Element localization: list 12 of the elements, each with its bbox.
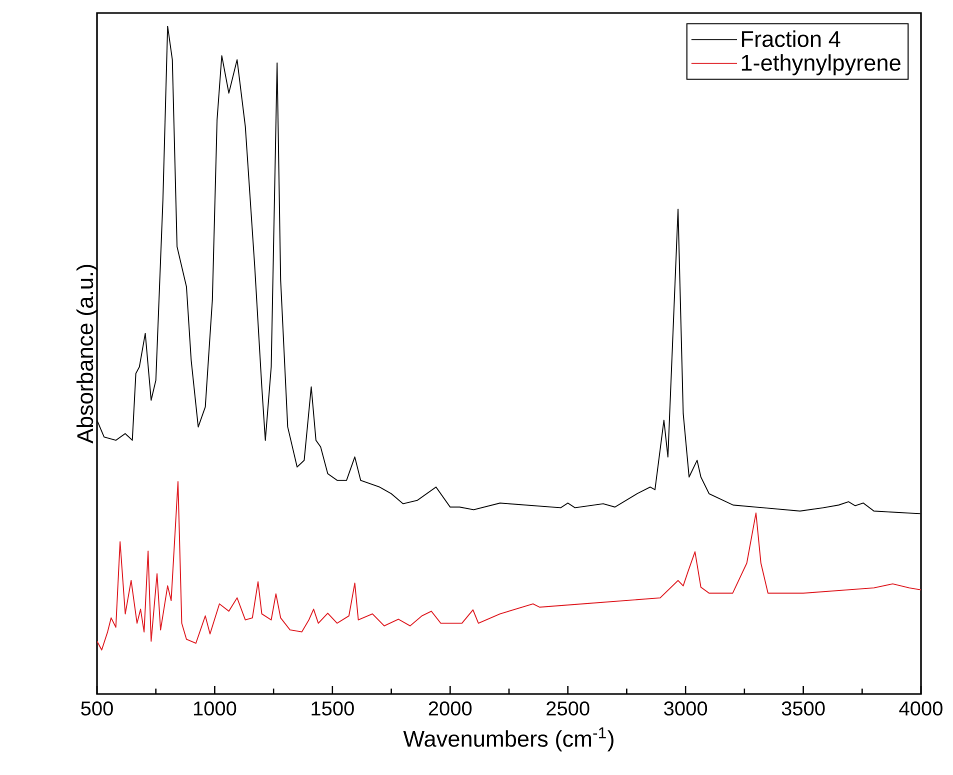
legend-label: Fraction 4	[742, 30, 840, 48]
x-tick-label: 1000	[194, 701, 236, 716]
x-tick-label: 2500	[546, 701, 590, 716]
legend-label: 1-ethynylpyrene	[742, 54, 900, 76]
y-axis-title: Absorbance (a.u.)	[76, 264, 98, 444]
x-tick-label: 3000	[664, 701, 708, 716]
x-tick-label: 3500	[782, 701, 825, 716]
x-tick-label: 2000	[428, 701, 472, 716]
x-tick-label: 500	[81, 701, 113, 716]
x-tick-label: 1500	[312, 701, 354, 716]
x-axis-title: Wavenumbers (cm$^{-1}$)	[403, 727, 614, 752]
x-tick-label: 4000	[899, 701, 942, 716]
